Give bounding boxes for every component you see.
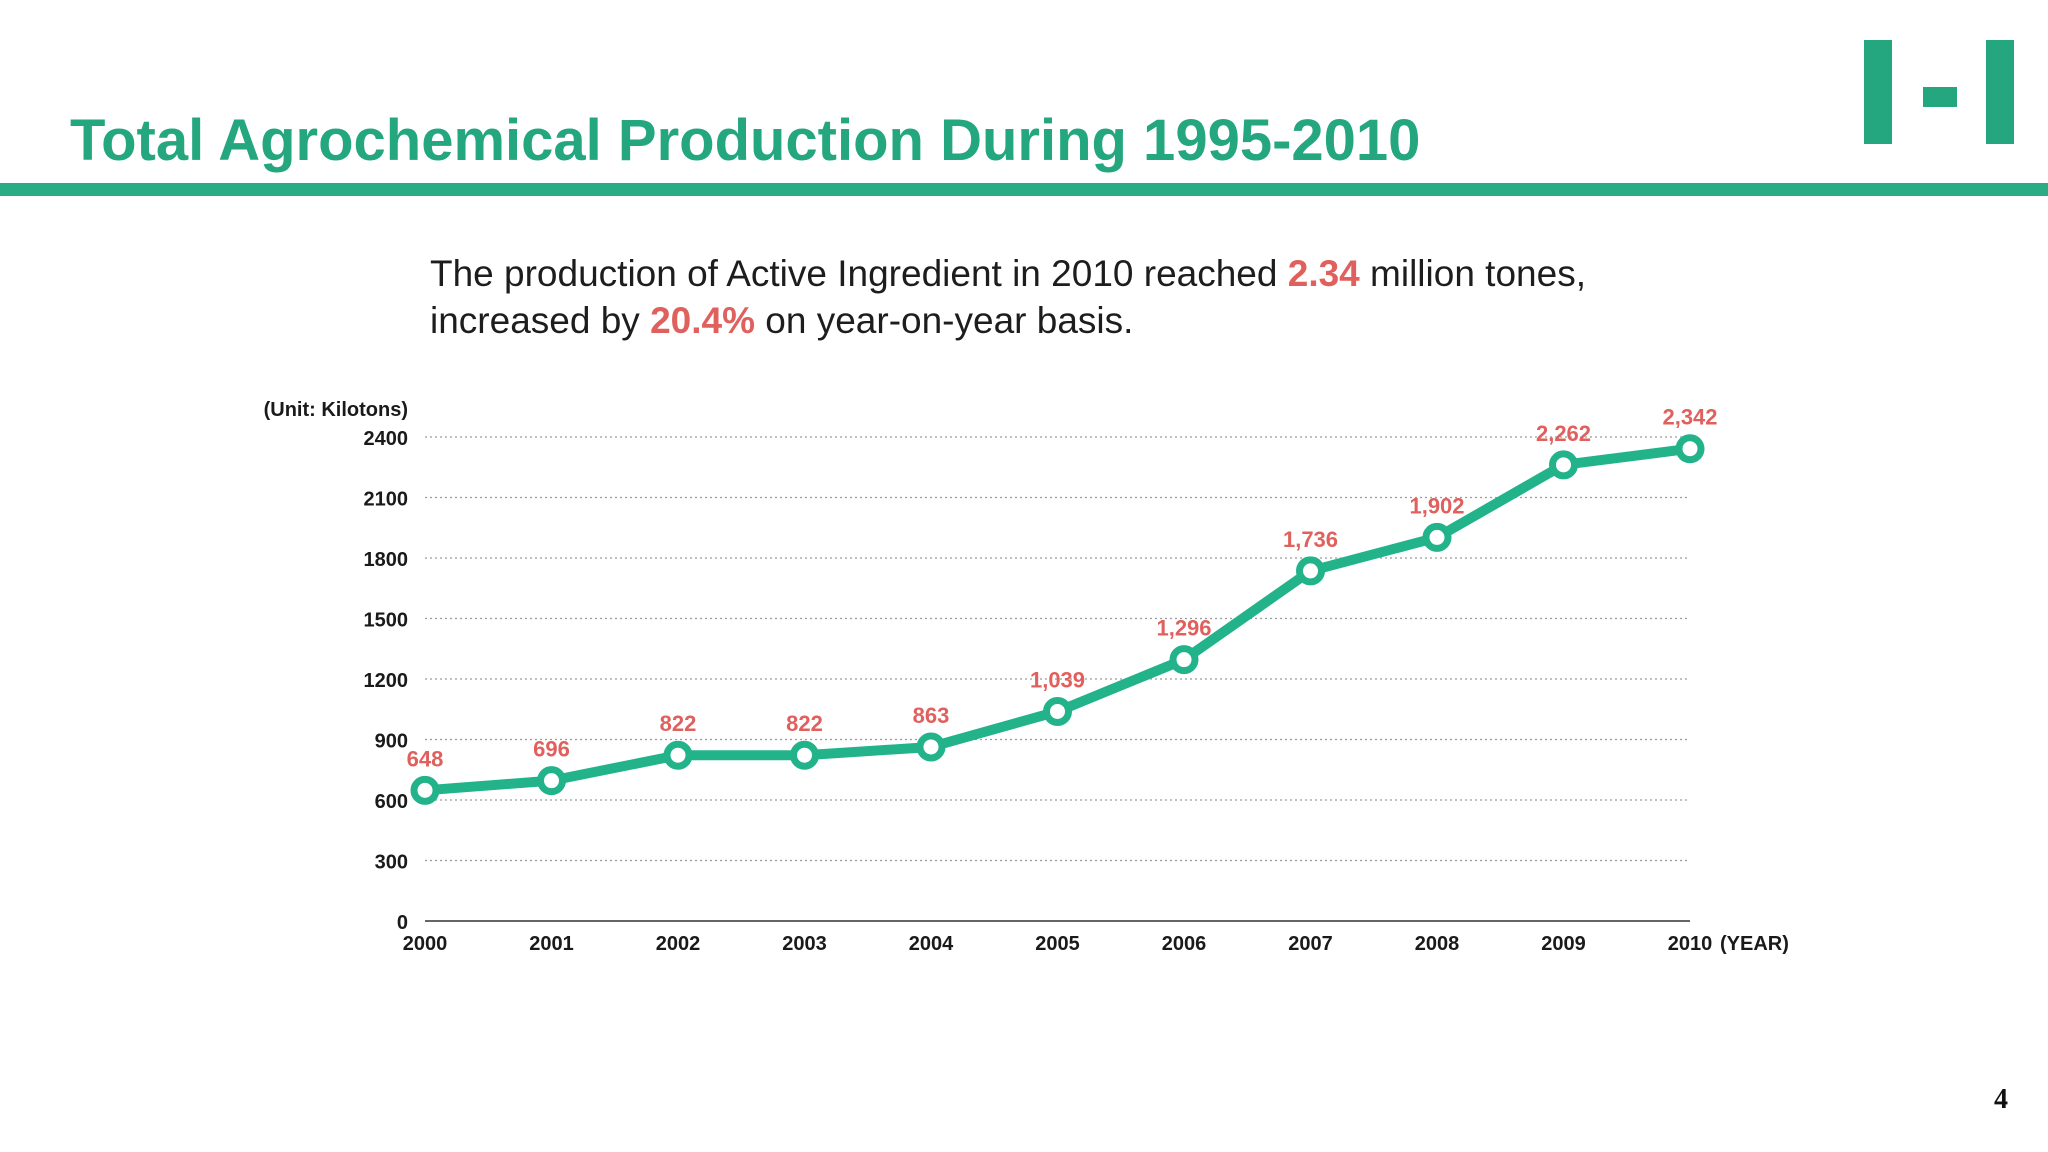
data-label: 2,262 <box>1536 421 1591 446</box>
x-tick-label: 2004 <box>909 933 954 955</box>
company-logo <box>1860 40 2020 144</box>
y-tick-label: 1500 <box>364 610 409 632</box>
x-tick-label: 2000 <box>403 933 448 955</box>
x-axis-label: (YEAR) <box>1720 933 1789 955</box>
data-label: 1,902 <box>1409 493 1464 518</box>
y-tick-label: 900 <box>375 731 408 753</box>
data-point <box>1422 522 1452 552</box>
data-label: 1,039 <box>1030 667 1085 692</box>
data-label: 2,342 <box>1662 405 1717 430</box>
data-point <box>916 732 946 762</box>
logo-left-bar <box>1864 40 1892 144</box>
y-tick-label: 2100 <box>364 489 409 511</box>
x-tick-label: 2006 <box>1162 933 1207 955</box>
y-tick-label: 1200 <box>364 670 409 692</box>
y-tick-label: 1800 <box>364 549 409 571</box>
data-label: 1,296 <box>1156 616 1211 641</box>
x-tick-label: 2005 <box>1035 933 1080 955</box>
data-label: 696 <box>533 737 570 762</box>
x-tick-label: 2007 <box>1288 933 1333 955</box>
data-label: 822 <box>660 711 697 736</box>
x-tick-label: 2010 <box>1668 933 1713 955</box>
data-point <box>1549 450 1578 480</box>
data-point <box>1675 434 1705 464</box>
data-label: 648 <box>407 746 444 771</box>
logo-middle-dash <box>1923 87 1957 107</box>
y-tick-label: 0 <box>397 912 408 934</box>
summary-line-2: increased by 20.4% on year-on-year basis… <box>430 297 1830 344</box>
y-tick-label: 300 <box>375 852 408 874</box>
summary-text: The production of Active Ingredient in 2… <box>430 250 1830 344</box>
x-tick-label: 2001 <box>529 933 574 955</box>
x-tick-label: 2009 <box>1541 933 1586 955</box>
data-point <box>1043 696 1072 726</box>
data-point <box>663 740 693 770</box>
x-tick-label: 2003 <box>782 933 827 955</box>
summary-highlight-production: 2.34 <box>1287 253 1360 294</box>
data-label: 863 <box>913 703 950 728</box>
y-tick-label: 2400 <box>364 428 409 450</box>
y-tick-label: 600 <box>375 791 408 813</box>
summary-line-1-tail: million tones, <box>1359 253 1586 294</box>
summary-highlight-growth: 20.4% <box>650 300 755 341</box>
summary-line-2-text: increased by <box>430 300 651 341</box>
summary-line-1: The production of Active Ingredient in 2… <box>430 250 1830 297</box>
slide-title: Total Agrochemical Production During 199… <box>70 108 1421 173</box>
data-point <box>790 740 819 770</box>
data-label: 1,736 <box>1283 527 1338 552</box>
x-tick-label: 2002 <box>656 933 701 955</box>
data-label: 822 <box>786 711 823 736</box>
data-point <box>410 775 440 805</box>
summary-line-1-text: The production of Active Ingredient in 2… <box>430 253 1288 294</box>
logo-right-bar <box>1986 40 2014 144</box>
data-point <box>1296 556 1325 586</box>
data-point <box>537 766 566 796</box>
x-tick-label: 2008 <box>1415 933 1460 955</box>
page-number: 4 <box>1994 1084 2008 1115</box>
title-underline <box>0 183 2048 196</box>
unit-label: (Unit: Kilotons) <box>264 399 408 421</box>
data-point <box>1169 645 1199 675</box>
summary-line-2-tail: on year-on-year basis. <box>755 300 1134 341</box>
